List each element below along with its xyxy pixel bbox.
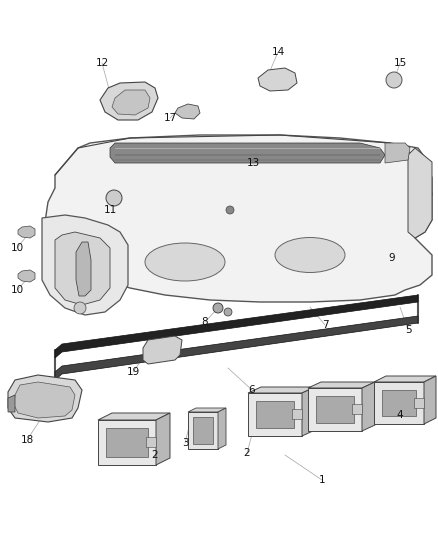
Ellipse shape: [275, 238, 345, 272]
Polygon shape: [143, 336, 182, 364]
Polygon shape: [308, 382, 375, 388]
Polygon shape: [414, 398, 424, 408]
Polygon shape: [188, 408, 226, 412]
Polygon shape: [248, 393, 302, 436]
Polygon shape: [156, 413, 170, 465]
Text: 1: 1: [319, 475, 325, 485]
Polygon shape: [258, 68, 297, 91]
Polygon shape: [248, 387, 315, 393]
Text: 7: 7: [321, 320, 328, 330]
Text: 10: 10: [11, 243, 24, 253]
Circle shape: [386, 72, 402, 88]
Text: 6: 6: [249, 385, 255, 395]
Text: 2: 2: [152, 450, 158, 460]
Text: 13: 13: [246, 158, 260, 168]
Circle shape: [224, 308, 232, 316]
Polygon shape: [302, 387, 315, 436]
Polygon shape: [18, 270, 35, 282]
Text: 2: 2: [244, 448, 250, 458]
Polygon shape: [55, 232, 110, 305]
Text: 9: 9: [389, 253, 396, 263]
Text: 3: 3: [182, 438, 188, 448]
Text: 15: 15: [393, 58, 406, 68]
Polygon shape: [316, 396, 354, 423]
Polygon shape: [218, 408, 226, 449]
Text: 11: 11: [103, 205, 117, 215]
Text: 4: 4: [397, 410, 403, 420]
Text: 8: 8: [201, 317, 208, 327]
Polygon shape: [8, 395, 15, 412]
Ellipse shape: [145, 243, 225, 281]
Text: 12: 12: [95, 58, 109, 68]
Polygon shape: [14, 382, 75, 418]
Circle shape: [106, 190, 122, 206]
Polygon shape: [352, 404, 362, 414]
Polygon shape: [188, 412, 218, 449]
Polygon shape: [308, 388, 362, 431]
Polygon shape: [45, 135, 432, 302]
Polygon shape: [146, 437, 156, 447]
Polygon shape: [98, 413, 170, 420]
Text: 10: 10: [11, 285, 24, 295]
Polygon shape: [55, 295, 418, 358]
Circle shape: [226, 206, 234, 214]
Polygon shape: [193, 417, 213, 444]
Text: 5: 5: [405, 325, 411, 335]
Polygon shape: [18, 226, 35, 238]
Polygon shape: [374, 382, 424, 424]
Polygon shape: [98, 420, 156, 465]
Polygon shape: [408, 148, 432, 238]
Polygon shape: [362, 382, 375, 431]
Polygon shape: [55, 316, 418, 380]
Polygon shape: [106, 428, 148, 457]
Polygon shape: [42, 215, 128, 315]
Polygon shape: [385, 143, 410, 163]
Polygon shape: [256, 401, 294, 428]
Polygon shape: [374, 376, 436, 382]
Polygon shape: [76, 242, 91, 296]
Polygon shape: [382, 390, 416, 416]
Polygon shape: [100, 82, 158, 120]
Text: 19: 19: [127, 367, 140, 377]
Text: 17: 17: [163, 113, 177, 123]
Polygon shape: [8, 375, 82, 422]
Polygon shape: [110, 143, 385, 163]
Text: 14: 14: [272, 47, 285, 57]
Text: 18: 18: [21, 435, 34, 445]
Polygon shape: [424, 376, 436, 424]
Circle shape: [213, 303, 223, 313]
Polygon shape: [112, 90, 150, 115]
Circle shape: [74, 302, 86, 314]
Polygon shape: [175, 104, 200, 119]
Polygon shape: [292, 409, 302, 419]
